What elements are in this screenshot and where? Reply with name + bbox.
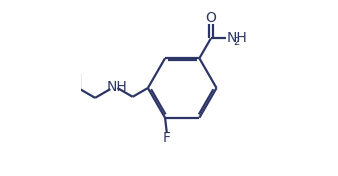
Text: F: F (163, 131, 171, 145)
Text: 2: 2 (233, 37, 240, 47)
Text: NH: NH (106, 80, 127, 94)
Text: NH: NH (226, 31, 247, 45)
Text: O: O (206, 11, 216, 25)
